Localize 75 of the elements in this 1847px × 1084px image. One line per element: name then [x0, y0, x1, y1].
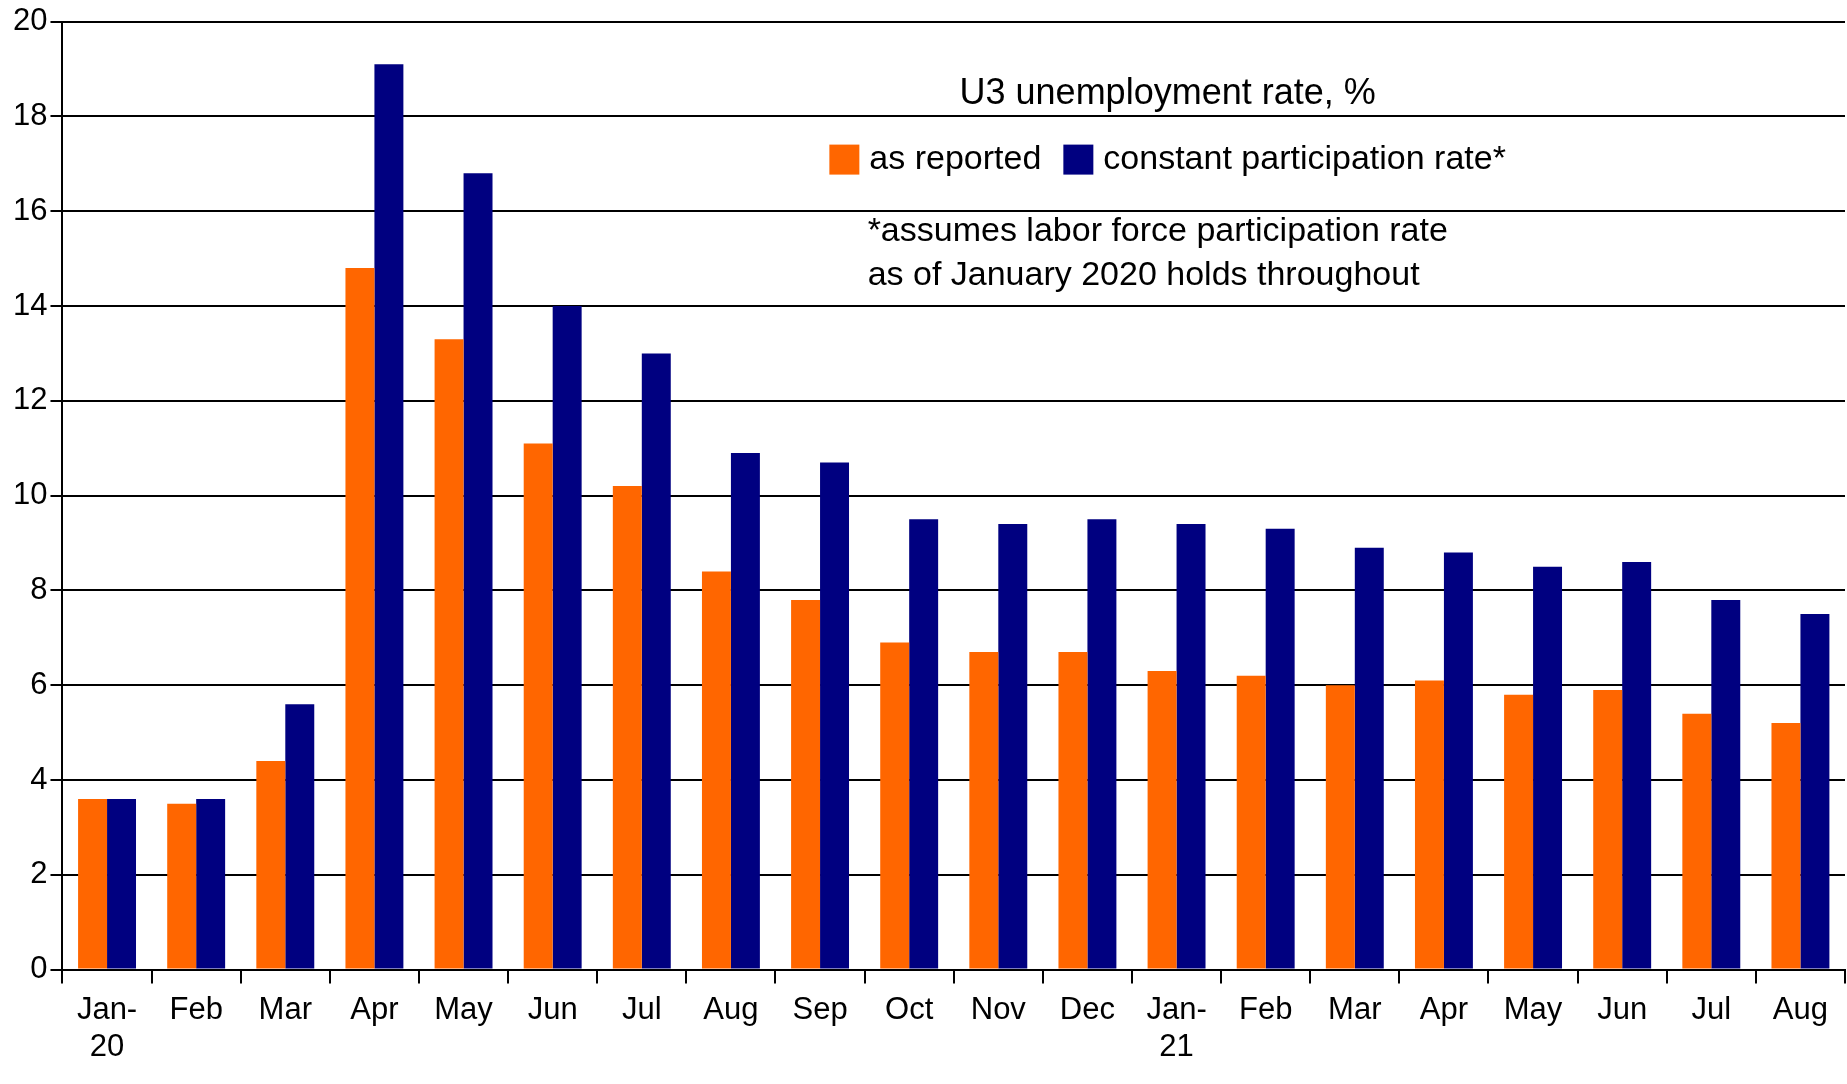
bar	[1176, 524, 1206, 969]
bar	[1800, 614, 1830, 969]
y-tick-label: 14	[13, 286, 48, 322]
bar	[1087, 519, 1117, 969]
y-tick-label: 0	[30, 950, 48, 986]
legend-title: U3 unemployment rate, %	[959, 70, 1376, 112]
bar	[256, 761, 286, 969]
bar	[1325, 685, 1355, 969]
bar	[730, 452, 760, 969]
x-tick-label: Jun	[527, 990, 578, 1026]
bar	[1236, 675, 1266, 969]
bar	[345, 268, 375, 969]
bar	[107, 798, 137, 969]
y-tick-label: 10	[13, 476, 48, 512]
x-tick-label: Jun	[1597, 990, 1648, 1026]
bar	[167, 803, 197, 969]
bar	[1414, 680, 1444, 969]
bar	[523, 443, 553, 969]
bar	[285, 704, 315, 969]
bar	[909, 519, 939, 969]
bar	[791, 599, 821, 969]
x-tick-label: Feb	[169, 990, 223, 1026]
bar	[969, 652, 999, 969]
bar	[1682, 713, 1712, 969]
bar	[1443, 552, 1473, 969]
bar	[1147, 670, 1177, 969]
x-tick-label: May	[434, 990, 494, 1026]
y-tick-label: 12	[13, 381, 48, 417]
bar	[552, 306, 582, 969]
x-tick-label: Mar	[258, 990, 312, 1026]
x-tick-label: Feb	[1238, 990, 1293, 1026]
x-tick-label: May	[1503, 990, 1563, 1026]
bar	[1533, 566, 1563, 969]
y-tick-label: 18	[13, 96, 48, 132]
bar	[641, 353, 671, 969]
x-tick-label: Mar	[1328, 990, 1382, 1026]
bar	[880, 642, 910, 969]
x-tick-label: Apr	[1419, 990, 1469, 1026]
bar	[1711, 599, 1741, 969]
bar	[612, 486, 642, 969]
x-tick-label: Aug	[703, 990, 759, 1026]
bar	[463, 173, 493, 969]
y-tick-label: 4	[30, 760, 48, 796]
y-tick-label: 16	[13, 191, 48, 227]
legend-label: constant participation rate*	[1103, 137, 1506, 176]
bar	[998, 524, 1028, 969]
y-tick-label: 8	[30, 570, 48, 606]
bar	[1622, 561, 1652, 969]
x-tick-label: Aug	[1772, 990, 1829, 1026]
x-tick-label: Nov	[970, 990, 1027, 1026]
legend-label: as reported	[869, 137, 1042, 176]
bar	[1593, 689, 1623, 969]
x-tick-label: Jan- 20	[76, 990, 138, 1063]
x-tick-label: Jul	[621, 990, 662, 1026]
bar	[1771, 723, 1801, 969]
bar	[701, 571, 731, 969]
bar	[820, 462, 850, 969]
bar	[196, 798, 226, 969]
x-tick-label: Apr	[350, 990, 399, 1026]
x-tick-label: Jan- 21	[1146, 990, 1207, 1063]
bar	[1354, 547, 1384, 969]
bar	[1504, 694, 1534, 969]
bar	[434, 339, 464, 969]
annotation: *assumes labor force participation rate as of January 2020 holds throughout	[867, 209, 1448, 292]
y-tick-label: 6	[30, 665, 48, 701]
bar	[78, 798, 108, 969]
y-tick-label: 20	[13, 2, 48, 38]
bar	[1058, 652, 1088, 969]
x-tick-label: Dec	[1059, 990, 1115, 1026]
x-tick-label: Oct	[885, 990, 934, 1026]
y-tick-label: 2	[30, 855, 48, 891]
bar	[1265, 528, 1295, 969]
x-tick-label: Sep	[792, 990, 848, 1026]
bar	[374, 64, 404, 969]
x-tick-label: Jul	[1691, 990, 1732, 1026]
